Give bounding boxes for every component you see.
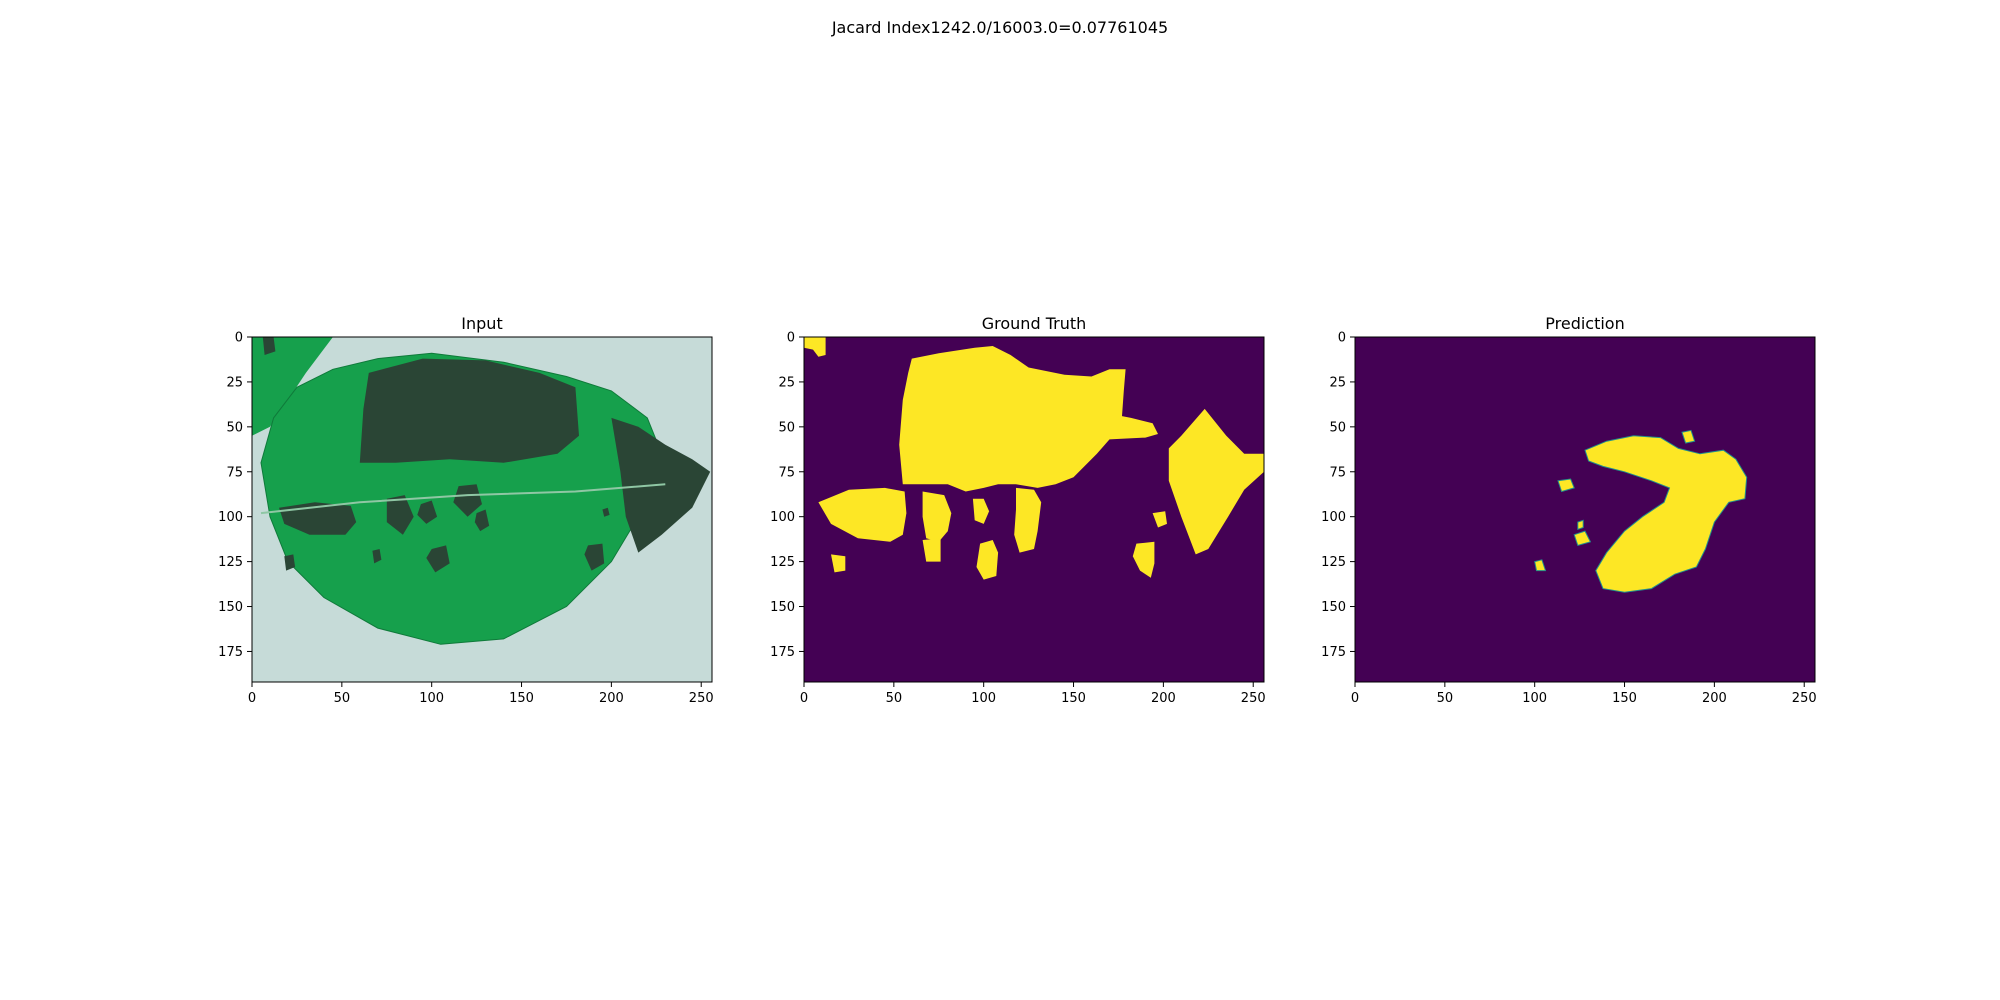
input-title: Input	[461, 314, 502, 333]
input-ytick-label: 25	[226, 375, 243, 390]
input-leaf-lesion	[386, 495, 414, 535]
axes-ground-truth: Ground Truth 0 50 100 150 200 250 0 25 50 75 100 125…	[770, 314, 1265, 706]
prediction-mask-region	[1681, 429, 1696, 444]
input-leaf-lesion	[426, 545, 450, 573]
ground-truth-mask-region	[831, 554, 846, 573]
ground-truth-ytick-label: 75	[778, 465, 795, 480]
ground-truth-mask-region	[976, 540, 999, 580]
ground-truth-title: Ground Truth	[982, 314, 1087, 333]
ground-truth-xtick-label: 100	[971, 691, 996, 706]
input-leaf-lesion	[453, 484, 482, 517]
ground-truth-mask-region	[1152, 511, 1167, 528]
prediction-image	[1355, 337, 1815, 682]
input-leaf-lesion	[262, 337, 276, 355]
figure-suptitle: Jacard Index1242.0/16003.0=0.07761045	[831, 18, 1168, 37]
ground-truth-ytick-label: 150	[770, 600, 795, 615]
input-image	[252, 337, 712, 682]
prediction-ytick-label: 25	[1329, 375, 1346, 390]
ground-truth-ytick-label: 25	[778, 375, 795, 390]
input-ytick-label: 150	[218, 600, 243, 615]
input-xtick-label: 50	[334, 691, 351, 706]
input-leaf-lesion	[284, 554, 296, 571]
ground-truth-image	[804, 337, 1264, 682]
ground-truth-mask-region	[1132, 541, 1155, 578]
input-leaf-lesion	[279, 502, 357, 535]
prediction-mask-region	[1573, 530, 1592, 547]
ground-truth-mask-region	[922, 538, 941, 562]
prediction-xtick-label: 0	[1351, 691, 1359, 706]
prediction-ytick-label: 0	[1338, 331, 1346, 346]
input-leaf-lesion	[359, 358, 579, 463]
prediction-xtick-label: 50	[1437, 691, 1454, 706]
ground-truth-xtick-label: 200	[1151, 691, 1176, 706]
ground-truth-mask-region	[922, 491, 952, 542]
input-xtick-label: 150	[509, 691, 534, 706]
prediction-ytick-label: 50	[1329, 420, 1346, 435]
input-ytick-label: 175	[218, 645, 243, 660]
input-axes-frame	[251, 336, 713, 683]
ground-truth-xtick-label: 150	[1061, 691, 1086, 706]
ground-truth-mask-region	[804, 337, 826, 357]
prediction-mask-background	[1355, 337, 1815, 682]
input-ytick-label: 0	[235, 331, 243, 346]
input-xtick-label: 200	[599, 691, 624, 706]
prediction-mask-region	[1577, 519, 1584, 530]
input-ytick-label: 125	[218, 555, 243, 570]
prediction-xtick-label: 200	[1702, 691, 1727, 706]
prediction-ytick-label: 150	[1321, 600, 1346, 615]
ground-truth-mask-region	[972, 498, 990, 524]
input-ytick-label: 100	[218, 510, 243, 525]
ground-truth-ytick-label: 50	[778, 420, 795, 435]
prediction-mask-region	[1584, 435, 1748, 593]
axes-prediction: Prediction 0 50 100 150 200 250 0 25 50 75 100 125 15…	[1321, 314, 1816, 706]
prediction-ytick-label: 75	[1329, 465, 1346, 480]
input-ytick-label: 50	[226, 420, 243, 435]
ground-truth-ytick-label: 100	[770, 510, 795, 525]
input-leaf-lesion	[602, 507, 610, 517]
ground-truth-axes-frame	[803, 336, 1265, 683]
input-leaf-lesion	[584, 543, 605, 571]
prediction-xtick-label: 100	[1522, 691, 1547, 706]
ground-truth-ytick-label: 125	[770, 555, 795, 570]
ground-truth-xtick-label: 0	[800, 691, 808, 706]
prediction-ytick-label: 100	[1321, 510, 1346, 525]
ground-truth-mask-region	[1014, 487, 1042, 553]
input-xtick-label: 100	[419, 691, 444, 706]
input-xtick-label: 0	[248, 691, 256, 706]
axes-input: Input 0 50 100 150 200 250 0 25 50 75 100 125 150 175	[218, 314, 713, 706]
ground-truth-mask-region	[1168, 408, 1264, 555]
ground-truth-xtick-label: 250	[1241, 691, 1266, 706]
input-xtick-label: 250	[689, 691, 714, 706]
input-leaf-lesion	[474, 509, 490, 532]
ground-truth-mask-region	[899, 346, 1158, 492]
prediction-title: Prediction	[1545, 314, 1624, 333]
ground-truth-xtick-label: 50	[886, 691, 903, 706]
prediction-ytick-label: 125	[1321, 555, 1346, 570]
input-upper-leaf	[252, 337, 333, 436]
ground-truth-ytick-label: 0	[787, 331, 795, 346]
prediction-mask-region	[1534, 559, 1547, 572]
ground-truth-mask-region	[818, 487, 907, 542]
prediction-ytick-label: 175	[1321, 645, 1346, 660]
input-leaf-lesion	[372, 549, 382, 564]
ground-truth-ytick-label: 175	[770, 645, 795, 660]
input-ytick-label: 75	[226, 465, 243, 480]
prediction-xtick-label: 150	[1612, 691, 1637, 706]
prediction-mask-region	[1557, 478, 1575, 493]
prediction-xtick-label: 250	[1792, 691, 1817, 706]
prediction-axes-frame	[1354, 336, 1816, 683]
input-leaf-lesion	[417, 500, 438, 524]
input-leaf-midrib	[260, 483, 666, 515]
